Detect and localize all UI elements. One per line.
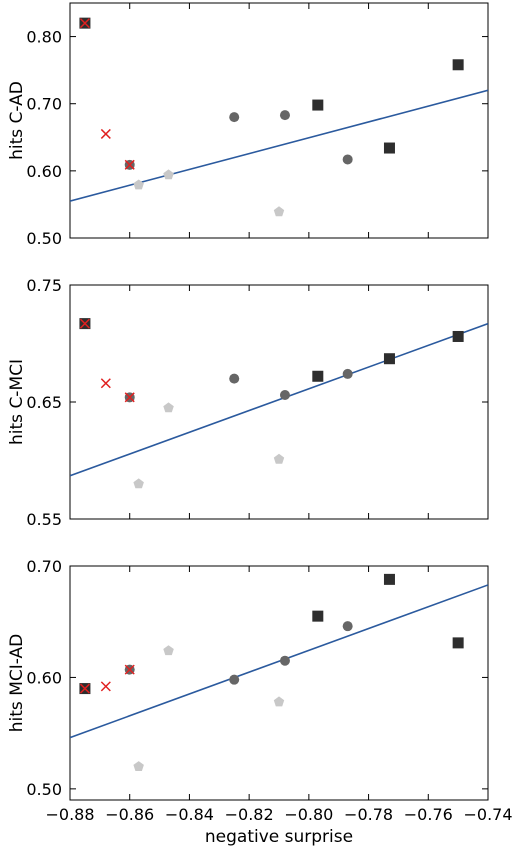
panel-3: 0.50 0.60 0.70 −0.88 −0.86 −0.84 −0.82 −0.80 −0.… — [7, 557, 513, 847]
y-tick-label: 0.50 — [26, 229, 62, 248]
square-point — [383, 142, 395, 154]
y-tick-label: 0.50 — [26, 780, 62, 799]
square-point — [383, 353, 395, 365]
y-tick-label: 0.60 — [26, 162, 62, 181]
x-tick-label: −0.74 — [463, 805, 512, 824]
plot-area — [70, 318, 488, 489]
plot-frame — [69, 2, 489, 239]
x-point — [124, 392, 135, 403]
x-point — [124, 159, 135, 170]
x-point — [100, 128, 111, 139]
square-point — [383, 573, 395, 585]
y-tick-label: 0.70 — [26, 95, 62, 114]
x-tick-label: −0.86 — [105, 805, 154, 824]
circle-point — [342, 368, 353, 379]
square-point — [312, 610, 324, 622]
circle-point — [279, 389, 290, 400]
y-tick-label: 0.55 — [26, 510, 62, 529]
pentagon-point — [133, 761, 144, 771]
pentagon-point — [273, 453, 285, 464]
trend-line — [70, 584, 488, 739]
pentagon-point — [133, 478, 144, 489]
pentagon-point — [273, 696, 285, 707]
y-tick-label: 0.70 — [26, 557, 62, 576]
x-point — [79, 318, 90, 329]
pentagon-point — [163, 402, 174, 413]
trend-line — [70, 322, 488, 477]
x-tick-label: −0.84 — [165, 805, 214, 824]
x-tick-label: −0.88 — [45, 805, 94, 824]
plot-frame — [69, 284, 489, 520]
plot-area — [70, 573, 488, 771]
y-axis-label: hits C-MCI — [7, 359, 27, 445]
x-point — [79, 683, 90, 694]
x-tick-label: −0.78 — [344, 805, 393, 824]
circle-point — [279, 655, 290, 666]
x-point — [100, 681, 111, 692]
pentagon-point — [163, 645, 174, 656]
x-axis-label: negative surprise — [205, 827, 353, 847]
x-tick-label: −0.76 — [404, 805, 453, 824]
square-point — [312, 370, 324, 382]
panel-1: 0.50 0.60 0.70 0.80 hits C-AD — [7, 2, 489, 248]
y-axis-label: hits MCI-AD — [7, 634, 27, 732]
circle-point — [342, 621, 353, 632]
circle-point — [342, 154, 353, 165]
square-point — [452, 59, 464, 71]
plot-area — [70, 17, 488, 217]
x-point — [100, 378, 111, 389]
pentagon-point — [273, 206, 285, 217]
x-tick-label: −0.80 — [284, 805, 333, 824]
circle-point — [229, 112, 240, 123]
y-axis-label: hits C-AD — [7, 81, 27, 160]
x-point — [124, 664, 135, 675]
y-tick-label: 0.65 — [26, 393, 62, 412]
y-tick-label: 0.60 — [26, 668, 62, 687]
panel-2: 0.55 0.65 0.75 hits C-MCI — [7, 276, 489, 529]
y-tick-label: 0.75 — [26, 276, 62, 295]
trend-line — [70, 89, 488, 202]
x-tick-label: −0.82 — [225, 805, 274, 824]
pentagon-point — [163, 169, 174, 180]
pentagon-point — [133, 179, 144, 190]
circle-point — [229, 674, 240, 685]
y-tick-label: 0.80 — [26, 28, 62, 47]
square-point — [452, 330, 464, 342]
square-point — [312, 99, 324, 111]
circle-point — [279, 110, 290, 121]
square-point — [452, 637, 464, 649]
circle-point — [229, 373, 240, 384]
plot-frame — [69, 565, 489, 801]
x-point — [79, 18, 90, 29]
